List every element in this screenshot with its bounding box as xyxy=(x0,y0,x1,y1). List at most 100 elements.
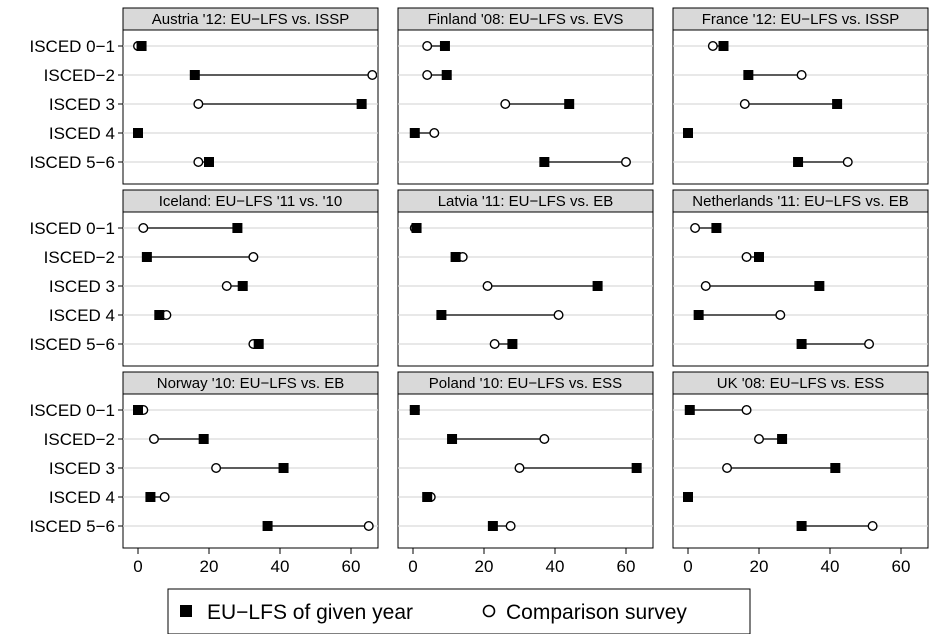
comparison-marker xyxy=(422,41,433,52)
plot-area xyxy=(122,393,379,549)
panel: Finland '08: EU−LFS vs. EVS xyxy=(397,7,654,185)
eu-lfs-marker xyxy=(796,521,807,531)
comparison-marker xyxy=(690,222,701,233)
eu-lfs-marker xyxy=(253,339,264,349)
eu-lfs-marker xyxy=(145,492,156,502)
plot-area xyxy=(397,29,654,185)
eu-lfs-marker xyxy=(409,128,420,138)
eu-lfs-marker xyxy=(832,99,843,109)
y-tick-label: ISCED 3 xyxy=(49,277,115,296)
eu-lfs-marker xyxy=(507,339,518,349)
comparison-marker xyxy=(505,521,516,532)
comparison-marker xyxy=(700,281,711,292)
comparison-marker xyxy=(722,463,733,474)
comparison-marker xyxy=(867,521,878,532)
eu-lfs-marker xyxy=(422,492,433,502)
eu-lfs-marker xyxy=(487,521,498,531)
eu-lfs-marker xyxy=(441,70,452,80)
comparison-marker xyxy=(539,434,550,445)
eu-lfs-marker xyxy=(154,310,165,320)
x-tick-label: 40 xyxy=(546,557,565,576)
comparison-marker xyxy=(422,69,433,80)
y-tick-label: ISCED 0−1 xyxy=(29,219,115,238)
eu-lfs-marker xyxy=(693,310,704,320)
comparison-marker xyxy=(482,281,493,292)
eu-lfs-marker xyxy=(141,252,152,262)
eu-lfs-marker xyxy=(539,157,550,167)
y-tick-label: ISCED 5−6 xyxy=(29,335,115,354)
eu-lfs-marker xyxy=(439,41,450,51)
panel-title: Austria '12: EU−LFS vs. ISSP xyxy=(152,11,350,28)
comparison-marker xyxy=(739,98,750,109)
panel-title: UK '08: EU−LFS vs. ESS xyxy=(717,375,885,392)
comparison-marker xyxy=(211,463,222,474)
panel-title: Latvia '11: EU−LFS vs. EB xyxy=(438,193,614,210)
panel: Austria '12: EU−LFS vs. ISSP xyxy=(122,7,379,185)
eu-lfs-marker xyxy=(592,281,603,291)
x-tick-label: 20 xyxy=(200,557,219,576)
y-tick-label: ISCED 3 xyxy=(49,459,115,478)
legend-label: Comparison survey xyxy=(506,601,687,624)
eu-lfs-marker xyxy=(136,41,147,51)
x-tick-label: 20 xyxy=(475,557,494,576)
comparison-marker xyxy=(864,339,875,350)
eu-lfs-marker xyxy=(447,434,458,444)
comparison-marker xyxy=(429,127,440,138)
eu-lfs-marker xyxy=(684,405,695,415)
x-tick-label: 40 xyxy=(821,557,840,576)
eu-lfs-marker xyxy=(830,463,841,473)
y-tick-label: ISCED 3 xyxy=(49,95,115,114)
panel: France '12: EU−LFS vs. ISSP xyxy=(672,7,929,185)
x-tick-label: 40 xyxy=(271,557,290,576)
x-tick-label: 0 xyxy=(408,557,417,576)
eu-lfs-marker xyxy=(133,405,143,415)
panel-title: Netherlands '11: EU−LFS vs. EB xyxy=(692,193,908,210)
eu-lfs-marker xyxy=(356,99,367,109)
eu-lfs-marker xyxy=(564,99,575,109)
panel: UK '08: EU−LFS vs. ESS xyxy=(672,371,929,549)
y-tick-label: ISCED 0−1 xyxy=(29,401,115,420)
comparison-marker xyxy=(741,405,752,416)
panel: Latvia '11: EU−LFS vs. EB xyxy=(397,189,654,367)
eu-lfs-marker xyxy=(189,70,200,80)
eu-lfs-marker xyxy=(198,434,209,444)
panel: Poland '10: EU−LFS vs. ESS xyxy=(397,371,654,549)
y-tick-label: ISCED 5−6 xyxy=(29,517,115,536)
comparison-marker xyxy=(193,156,204,167)
x-tick-label: 60 xyxy=(892,557,911,576)
y-tick-label: ISCED 4 xyxy=(49,306,115,325)
panel: Netherlands '11: EU−LFS vs. EB xyxy=(672,189,929,367)
comparison-marker xyxy=(159,492,170,503)
comparison-marker xyxy=(363,521,374,532)
eu-lfs-marker xyxy=(743,70,754,80)
eu-lfs-marker xyxy=(754,252,764,262)
legend-box xyxy=(167,588,751,634)
eu-lfs-marker xyxy=(683,128,693,138)
comparison-marker xyxy=(193,98,204,109)
y-tick-label: ISCED 5−6 xyxy=(29,153,115,172)
eu-lfs-marker xyxy=(232,223,243,233)
eu-lfs-marker xyxy=(237,281,248,291)
eu-lfs-marker xyxy=(411,223,422,233)
comparison-marker xyxy=(775,310,786,321)
y-tick-label: ISCED 4 xyxy=(49,124,115,143)
plot-area xyxy=(122,29,379,185)
comparison-marker xyxy=(248,251,259,262)
eu-lfs-marker xyxy=(436,310,447,320)
legend-label: EU−LFS of given year xyxy=(207,601,413,624)
comparison-marker xyxy=(754,434,765,445)
y-tick-label: ISCED 4 xyxy=(49,488,115,507)
x-tick-label: 0 xyxy=(683,557,692,576)
eu-lfs-marker xyxy=(204,157,214,167)
panel-title: Norway '10: EU−LFS vs. EB xyxy=(157,375,345,392)
comparison-marker xyxy=(221,281,232,292)
panel-title: Iceland: EU−LFS '11 vs. '10 xyxy=(159,193,342,210)
eu-lfs-marker xyxy=(814,281,825,291)
y-tick-label: ISCED−2 xyxy=(44,430,115,449)
panel-title: Poland '10: EU−LFS vs. ESS xyxy=(429,375,622,392)
eu-lfs-marker xyxy=(793,157,804,167)
comparison-marker xyxy=(138,222,149,233)
comparison-marker xyxy=(514,463,525,474)
y-tick-label: ISCED 0−1 xyxy=(29,37,115,56)
